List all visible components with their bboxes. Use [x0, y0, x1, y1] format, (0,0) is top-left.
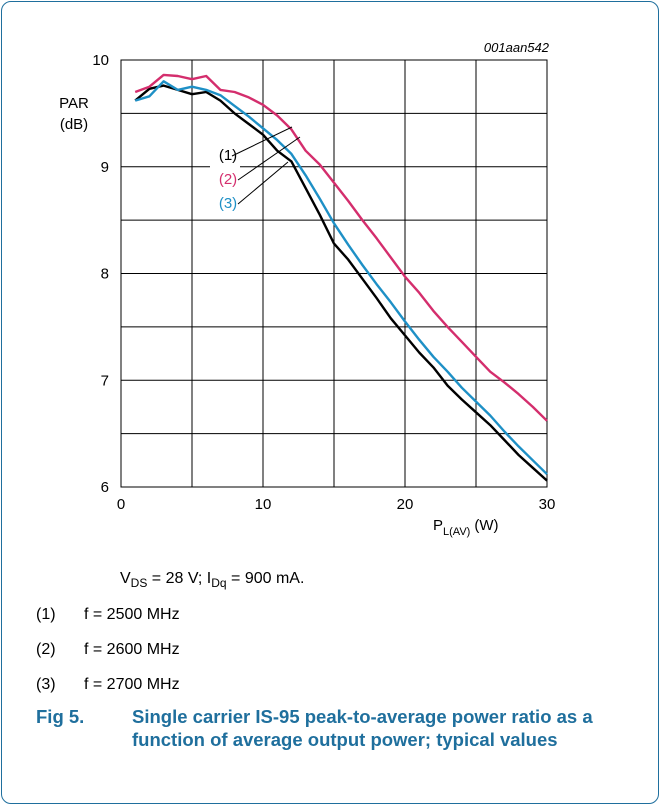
x-axis-label-main: P — [433, 517, 443, 534]
x-axis-label: PL(AV) (W) — [433, 517, 498, 538]
caption-text: Single carrier IS-95 peak-to-average pow… — [132, 706, 593, 750]
figure-ref-code: 001aan542 — [484, 40, 550, 55]
idq-value: = 900 mA. — [226, 570, 305, 587]
callout-label-2: (2) — [219, 171, 237, 188]
x-axis-label-sub: L(AV) — [443, 526, 470, 538]
chart-ticks: 0 10 20 30 6 7 8 9 10 — [92, 52, 555, 513]
y-axis-label: PAR — [59, 95, 89, 112]
y-tick-label: 8 — [101, 266, 109, 283]
idq-sub: Dq — [211, 576, 227, 591]
y-tick-label: 7 — [101, 372, 109, 389]
legend-index-2: (2) — [36, 641, 56, 658]
vds-sub: DS — [130, 576, 148, 591]
callout-background — [210, 140, 240, 216]
legend-item-3: (3) f = 2700 MHz — [36, 676, 180, 694]
callout-label-1: (1) — [219, 147, 237, 164]
y-tick-label: 9 — [101, 159, 109, 176]
y-tick-label: 10 — [92, 52, 109, 69]
caption-number: Fig 5. — [36, 706, 85, 727]
series-line-2 — [134, 73, 548, 422]
y-tick-label: 6 — [101, 479, 109, 496]
callout-leader-2 — [237, 136, 301, 181]
legend-text-3: f = 2700 MHz — [84, 676, 180, 693]
y-axis-unit: (dB) — [60, 116, 88, 133]
par-chart: 001aan542 0 10 20 30 6 7 8 9 10 PAR (dB) (1) (2)… — [59, 40, 555, 538]
x-axis-label-unit: (W) — [474, 517, 498, 534]
vds-value: = 28 V; — [147, 570, 207, 587]
legend-index-3: (3) — [36, 676, 56, 693]
legend-text-1: f = 2500 MHz — [84, 606, 180, 623]
callout-label-3: (3) — [219, 195, 237, 212]
legend-item-1: (1) f = 2500 MHz — [36, 606, 180, 624]
vds-symbol: V — [120, 570, 131, 587]
callout-leader-3 — [237, 161, 289, 205]
idq-symbol: I — [206, 570, 212, 587]
series-line-1 — [134, 84, 548, 482]
test-conditions: VDS = 28 V; IDq = 900 mA. — [120, 570, 304, 590]
chart-series — [134, 73, 548, 482]
x-tick-label: 20 — [397, 496, 414, 513]
legend-index-1: (1) — [36, 606, 56, 623]
x-tick-label: 10 — [255, 496, 272, 513]
callout-leader-1 — [231, 126, 293, 157]
series-line-3 — [134, 80, 548, 476]
x-tick-label: 0 — [117, 496, 125, 513]
chart-grid — [120, 59, 548, 488]
legend-item-2: (2) f = 2600 MHz — [36, 641, 180, 659]
series-callouts: (1) (2) (3) — [210, 126, 301, 216]
legend-text-2: f = 2600 MHz — [84, 641, 180, 658]
figure-caption: Fig 5. Single carrier IS-95 peak-to-aver… — [36, 705, 636, 751]
x-tick-label: 30 — [539, 496, 556, 513]
